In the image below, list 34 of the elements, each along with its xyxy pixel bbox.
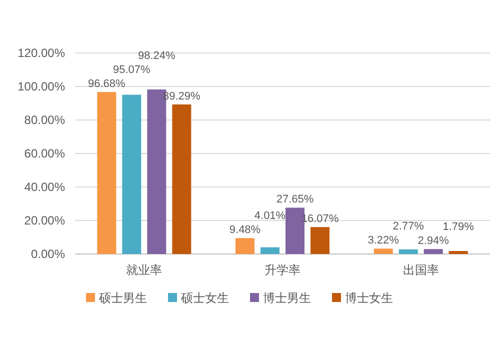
bar (424, 249, 443, 254)
y-tick-label: 120.00% (18, 46, 66, 60)
data-label: 98.24% (138, 50, 176, 62)
bar (398, 249, 418, 254)
data-label: 4.01% (254, 210, 286, 222)
y-tick-label: 40.00% (24, 180, 66, 194)
y-tick-label: 20.00% (24, 214, 66, 228)
data-label: 27.65% (276, 194, 314, 206)
legend-label: 硕士男生 (98, 291, 147, 305)
legend-label: 博士女生 (345, 291, 393, 305)
data-label: 96.68% (88, 78, 126, 90)
bar (236, 238, 254, 254)
bar (374, 248, 393, 254)
y-tick-label: 80.00% (24, 113, 66, 127)
x-tick-label: 就业率 (126, 263, 162, 277)
data-label: 1.79% (442, 221, 474, 234)
bar (260, 247, 280, 254)
y-tick-label: 100.00% (18, 80, 66, 94)
data-label: 2.77% (392, 220, 424, 233)
bar (122, 94, 142, 254)
bar (172, 104, 192, 254)
y-tick-label: 0.00% (30, 247, 66, 261)
legend-label: 硕士女生 (180, 291, 229, 305)
x-tick-label: 出国率 (402, 263, 439, 277)
x-tick-label: 升学率 (264, 263, 300, 277)
y-tick-label: 60.00% (24, 146, 66, 160)
bar (310, 227, 330, 254)
data-label: 9.48% (229, 224, 261, 236)
data-label: 95.07% (113, 64, 151, 76)
bar (448, 251, 468, 254)
data-label: 3.22% (368, 234, 400, 247)
bar (97, 92, 116, 254)
data-label: 2.94% (418, 235, 450, 248)
legend-label: 博士男生 (263, 291, 311, 305)
